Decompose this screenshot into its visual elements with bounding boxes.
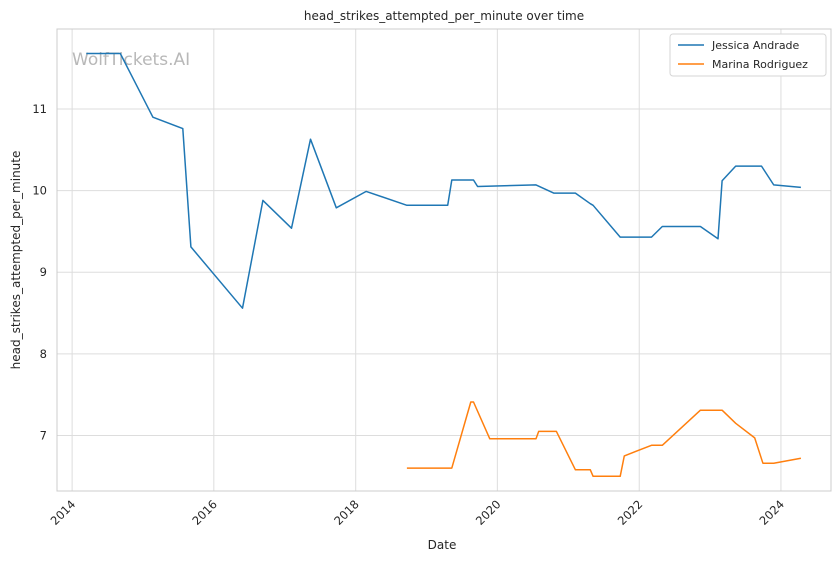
legend: Jessica Andrade Marina Rodriguez bbox=[669, 33, 827, 77]
x-tick-label: 2014 bbox=[48, 497, 79, 528]
legend-label-marina-rodriguez: Marina Rodriguez bbox=[712, 58, 808, 71]
x-tick-label: 2022 bbox=[615, 497, 646, 528]
y-tick-label: 8 bbox=[40, 347, 47, 361]
series-layer bbox=[86, 52, 802, 478]
plot-area-frame bbox=[56, 28, 832, 492]
y-tick-label: 10 bbox=[32, 184, 47, 198]
y-tick-label: 9 bbox=[40, 265, 47, 279]
x-tick-label: 2016 bbox=[189, 497, 220, 528]
legend-box bbox=[669, 33, 827, 77]
legend-label-jessica-andrade: Jessica Andrade bbox=[711, 39, 800, 52]
y-tick-label: 11 bbox=[32, 102, 47, 116]
chart-title: head_strikes_attempted_per_minute over t… bbox=[304, 9, 584, 23]
y-axis-ticks: 7 8 9 10 11 bbox=[32, 102, 47, 443]
y-axis-title: head_strikes_attempted_per_minute bbox=[9, 151, 23, 370]
grid bbox=[57, 29, 831, 491]
x-tick-label: 2020 bbox=[473, 497, 504, 528]
watermark-text: WolfTickets.AI bbox=[72, 50, 190, 70]
x-axis-title: Date bbox=[428, 538, 457, 552]
series-line-jessica-andrade bbox=[86, 52, 801, 309]
y-tick-label: 7 bbox=[40, 428, 47, 442]
x-tick-label: 2024 bbox=[756, 497, 787, 528]
x-axis-ticks: 2014 2016 2018 2020 2022 2024 bbox=[48, 497, 787, 528]
x-tick-label: 2018 bbox=[331, 497, 362, 528]
series-line-marina-rodriguez bbox=[406, 401, 802, 478]
